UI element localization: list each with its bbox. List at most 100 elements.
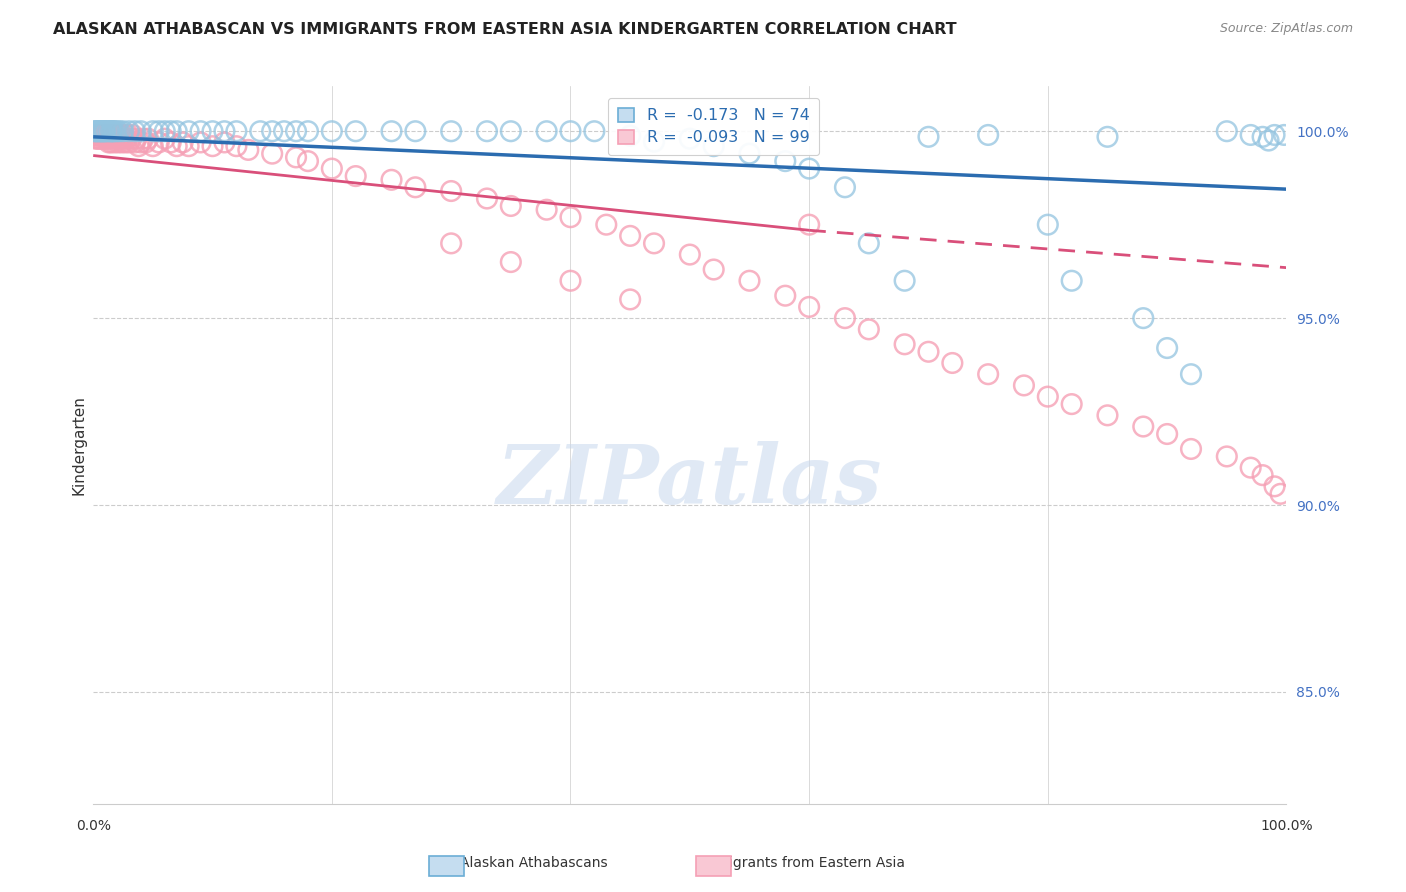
Point — [97, 136, 120, 150]
Point — [124, 124, 146, 138]
Point — [619, 228, 641, 243]
Point — [893, 337, 915, 351]
Point — [172, 136, 194, 150]
Point — [344, 169, 367, 183]
Point — [679, 247, 702, 261]
Point — [148, 136, 170, 150]
Point — [90, 124, 112, 138]
Point — [153, 124, 176, 138]
Point — [166, 124, 188, 138]
Point — [129, 136, 152, 150]
Point — [619, 293, 641, 307]
Point — [91, 128, 114, 142]
Point — [536, 202, 558, 217]
Point — [1216, 124, 1239, 138]
Point — [101, 124, 124, 138]
Point — [380, 124, 402, 138]
Point — [159, 124, 181, 138]
Point — [1060, 274, 1083, 288]
Point — [100, 124, 122, 138]
Point — [118, 136, 141, 150]
Point — [1012, 378, 1035, 392]
Point — [86, 124, 108, 138]
Point — [1132, 419, 1154, 434]
Point — [128, 139, 150, 153]
Point — [1257, 134, 1279, 148]
Point — [273, 124, 295, 138]
Point — [87, 124, 110, 138]
Point — [380, 173, 402, 187]
Text: ZIPatlas: ZIPatlas — [498, 442, 883, 521]
Point — [1270, 487, 1292, 501]
Legend: R =  -0.173   N = 74, R =  -0.093   N = 99: R = -0.173 N = 74, R = -0.093 N = 99 — [609, 98, 820, 154]
Y-axis label: Kindergarten: Kindergarten — [72, 395, 86, 495]
Point — [89, 124, 111, 138]
Point — [86, 128, 108, 142]
Point — [111, 131, 134, 145]
Text: 100.0%: 100.0% — [1260, 819, 1313, 833]
Point — [132, 131, 155, 145]
Point — [560, 210, 582, 224]
Point — [111, 136, 134, 150]
Point — [499, 199, 522, 213]
Point — [225, 124, 247, 138]
Point — [404, 124, 426, 138]
Point — [214, 136, 236, 150]
Point — [190, 124, 212, 138]
Point — [177, 124, 200, 138]
Point — [440, 236, 463, 251]
Point — [285, 150, 308, 164]
Point — [166, 139, 188, 153]
Point — [560, 274, 582, 288]
Point — [643, 135, 665, 149]
Point — [94, 131, 117, 145]
Point — [87, 131, 110, 145]
Point — [84, 124, 107, 138]
Point — [83, 124, 105, 138]
Point — [775, 154, 797, 169]
Point — [321, 124, 343, 138]
Point — [105, 124, 128, 138]
Point — [321, 161, 343, 176]
Point — [297, 154, 319, 169]
Point — [404, 180, 426, 194]
Point — [1132, 311, 1154, 326]
Point — [1060, 397, 1083, 411]
Point — [703, 139, 725, 153]
Point — [100, 128, 122, 142]
Point — [110, 128, 132, 142]
Point — [190, 136, 212, 150]
Point — [1036, 390, 1059, 404]
Point — [297, 124, 319, 138]
Point — [107, 136, 129, 150]
Point — [1180, 442, 1202, 456]
Point — [90, 131, 112, 145]
Point — [100, 136, 122, 150]
Point — [90, 124, 112, 138]
Point — [111, 124, 134, 138]
Point — [214, 124, 236, 138]
Point — [83, 128, 105, 142]
Point — [93, 131, 115, 145]
Point — [475, 192, 498, 206]
Point — [834, 311, 856, 326]
Point — [112, 128, 135, 142]
Point — [142, 124, 165, 138]
Point — [84, 131, 107, 145]
Point — [97, 124, 120, 138]
Point — [834, 180, 856, 194]
Point — [1251, 468, 1274, 483]
Point — [101, 131, 124, 145]
Point — [499, 255, 522, 269]
Point — [153, 131, 176, 145]
Point — [1251, 129, 1274, 144]
Point — [775, 289, 797, 303]
Point — [858, 322, 880, 336]
Point — [977, 368, 1000, 382]
Text: Immigrants from Eastern Asia: Immigrants from Eastern Asia — [697, 856, 905, 871]
Point — [96, 124, 118, 138]
Point — [703, 262, 725, 277]
Point — [1264, 128, 1286, 142]
Point — [89, 131, 111, 145]
Point — [84, 128, 107, 142]
